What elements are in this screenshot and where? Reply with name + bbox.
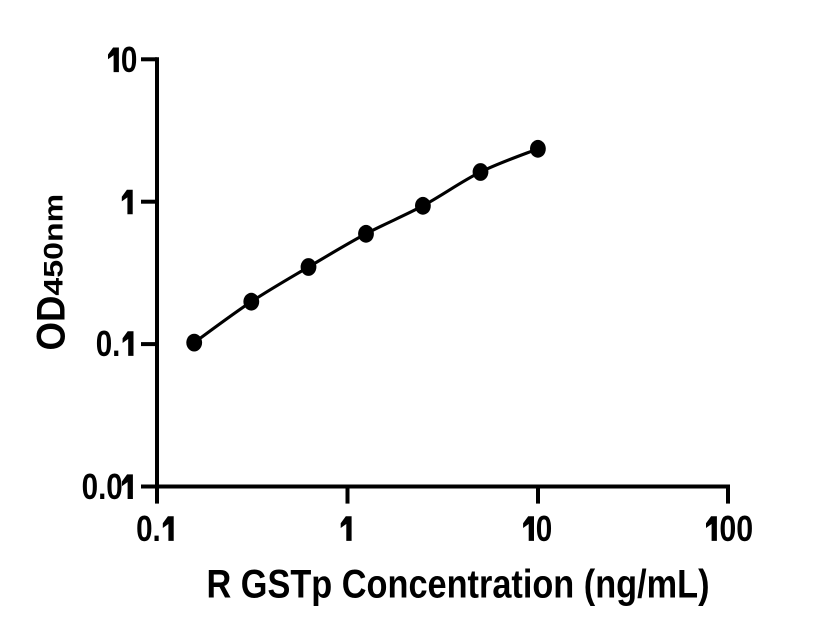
svg-text:0.: 0. bbox=[96, 323, 121, 364]
svg-text:OD450nm: OD450nm bbox=[30, 194, 74, 351]
svg-text:0.: 0. bbox=[136, 508, 161, 549]
svg-text:00: 00 bbox=[719, 508, 753, 549]
svg-text:0: 0 bbox=[121, 39, 137, 80]
svg-text:0.0: 0.0 bbox=[82, 466, 123, 507]
svg-text:R GSTp Concentration (ng/mL): R GSTp Concentration (ng/mL) bbox=[207, 562, 710, 606]
svg-text:0: 0 bbox=[536, 508, 553, 549]
